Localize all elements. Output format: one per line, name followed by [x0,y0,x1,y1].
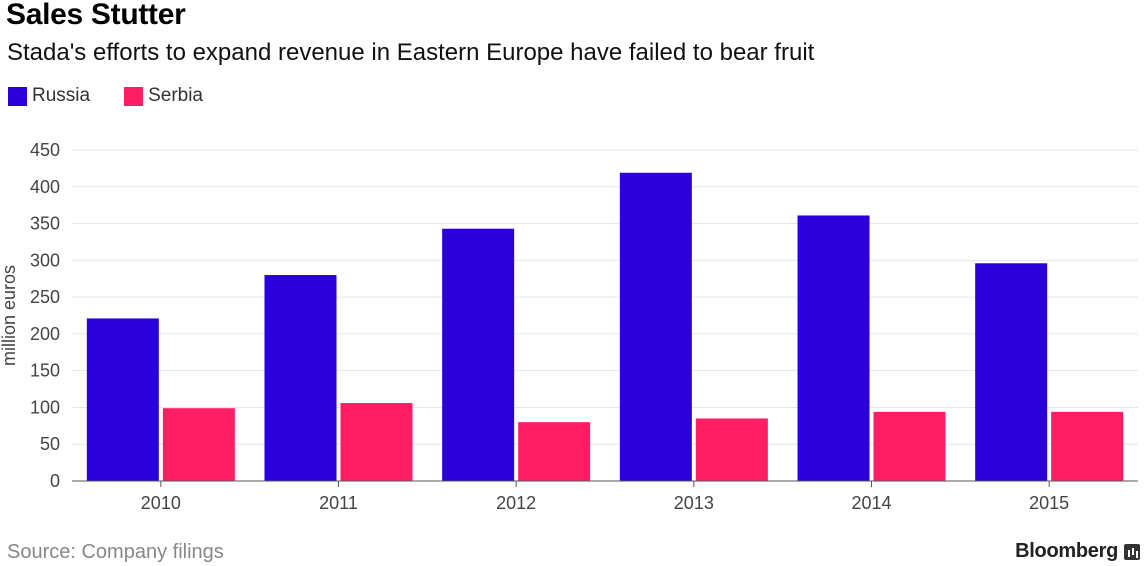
legend-label-russia: Russia [32,85,91,106]
y-tick-label: 0 [50,471,60,491]
y-tick-label: 400 [30,177,60,197]
bar-chart: 0 50 100 150 200 250 300 350 400 450 million euros… [0,140,1138,513]
y-tick-label: 300 [30,250,60,270]
legend-item-serbia: Serbia [124,85,203,107]
legend-label-serbia: Serbia [148,85,203,106]
x-tick-label: 2012 [496,493,536,513]
bar-russia-2012 [442,228,515,481]
x-tick-label: 2014 [851,493,891,513]
bar-russia-2015 [975,263,1048,481]
bloomberg-chart-icon [1124,543,1140,560]
bar-russia-2013 [619,172,692,481]
bar-serbia-2015 [1051,411,1124,481]
legend: Russia Serbia [8,85,237,107]
legend-swatch-russia [8,86,27,106]
x-tick-label: 2010 [141,493,181,513]
y-tick-label: 450 [30,140,60,160]
bar-russia-2014 [797,215,870,481]
bar-serbia-2010 [162,408,235,481]
bar-russia-2010 [86,318,159,481]
chart-title: Sales Stutter [6,0,186,31]
bar-serbia-2013 [695,418,768,481]
y-tick-label: 200 [30,324,60,344]
bar-serbia-2014 [873,411,946,481]
brand-name: Bloomberg [1015,540,1118,562]
x-tick-label: 2013 [674,493,714,513]
y-tick-label: 50 [40,434,60,454]
y-tick-label: 350 [30,214,60,234]
legend-item-russia: Russia [8,85,90,107]
x-tick-label: 2015 [1029,493,1069,513]
legend-swatch-serbia [124,86,144,106]
bar-serbia-2012 [518,422,591,481]
y-tick-label: 150 [30,361,60,381]
y-tick-label: 250 [30,287,60,307]
bar-serbia-2011 [340,403,413,481]
chart-subtitle: Stada's efforts to expand revenue in Eas… [7,39,815,66]
x-tick-label: 2011 [319,493,358,513]
brand-logo: Bloomberg [1015,540,1140,563]
source-note: Source: Company filings [7,541,224,563]
bar-russia-2011 [264,275,337,481]
y-tick-label: 100 [30,397,60,417]
y-axis-title: million euros [0,265,19,366]
